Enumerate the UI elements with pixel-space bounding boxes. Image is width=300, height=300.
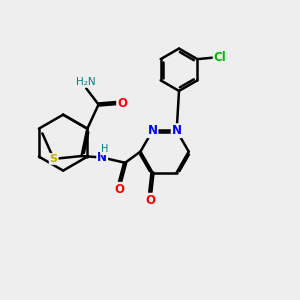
Text: O: O: [117, 97, 127, 110]
Text: O: O: [114, 183, 124, 196]
Text: Cl: Cl: [214, 51, 226, 64]
Text: H: H: [101, 144, 108, 154]
Text: N: N: [172, 124, 182, 137]
Text: H₂N: H₂N: [76, 77, 95, 87]
Text: N: N: [97, 151, 107, 164]
Text: N: N: [148, 124, 158, 137]
Text: S: S: [50, 154, 58, 164]
Text: O: O: [145, 194, 155, 207]
